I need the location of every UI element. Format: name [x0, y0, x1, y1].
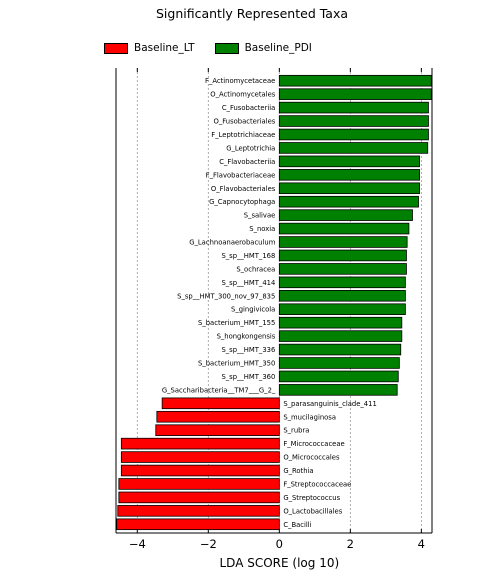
bar-label: F_Flavobacteriaceae [206, 171, 276, 179]
bar-label: G_Capnocytophaga [209, 198, 275, 206]
bar [278, 330, 403, 342]
bar-label: S_bacterium_HMT_155 [198, 319, 275, 327]
bar [120, 437, 280, 450]
bar-label: S_mucilaginosa [283, 413, 336, 421]
bar [278, 155, 420, 168]
bar [155, 424, 280, 436]
x-tick-label: 0 [276, 537, 283, 551]
bar [118, 478, 280, 490]
bar [278, 290, 406, 302]
bar [278, 316, 403, 329]
bar [120, 451, 280, 463]
bar [278, 182, 420, 195]
bar-label: O_Lactobacillales [283, 507, 342, 515]
chart-title: Significantly Represented Taxa [155, 6, 349, 21]
bar [161, 397, 280, 410]
bar-label: F_Actinomycetaceae [205, 77, 275, 85]
bar-label: S_hongkongensis [217, 333, 276, 341]
bar [278, 128, 429, 141]
bar [278, 303, 406, 315]
bar-label: F_Leptotrichiaceae [211, 131, 275, 139]
legend-label-lt: Baseline_LT [134, 42, 195, 54]
bar [278, 357, 400, 369]
bar-label: C_Flavobacteriia [219, 158, 275, 166]
bar-label: G_Saccharibacteria__TM7___G_2_ [162, 386, 276, 394]
bar [278, 384, 398, 396]
bar [278, 88, 432, 100]
legend-item-pdi: Baseline_PDI [214, 42, 312, 54]
bar-label: C_Fusobacteriia [222, 104, 276, 112]
legend-swatch-pdi [214, 42, 239, 54]
bar-label: S_sp__HMT_300_nov_97_835 [177, 292, 275, 300]
bar [278, 222, 410, 235]
bar [278, 101, 429, 114]
x-tick-label: −4 [129, 537, 146, 551]
bar [118, 491, 280, 504]
bar [278, 343, 402, 356]
bar [120, 464, 280, 477]
bar [117, 505, 280, 517]
x-tick-label: −2 [200, 537, 217, 551]
bar [156, 410, 280, 423]
bar-label: S_sp__HMT_168 [221, 252, 275, 260]
bar-label: O_Flavobacteriales [211, 185, 276, 193]
x-tick-label: 4 [418, 537, 425, 551]
bar [116, 518, 280, 531]
bar-label: F_Micrococcaceae [283, 440, 344, 448]
bar-label: G_Leptotrichia [226, 144, 275, 152]
legend-item-lt: Baseline_LT [104, 42, 195, 54]
x-axis-label: LDA SCORE (log 10) [219, 556, 339, 570]
bar [278, 209, 413, 221]
bar-label: S_sp__HMT_336 [221, 346, 275, 354]
x-tick-label: 2 [347, 537, 354, 551]
bar-label: S_salivae [244, 212, 276, 220]
bar [278, 276, 406, 289]
bar [278, 74, 432, 87]
bar-label: S_sp__HMT_414 [221, 279, 275, 287]
bar-label: G_Lachnoanaerobaculum [189, 239, 275, 247]
bar [278, 236, 408, 248]
bar-label: G_Streptococcus [283, 494, 340, 502]
bar-label: C_Bacilli [283, 521, 311, 529]
legend-label-pdi: Baseline_PDI [244, 42, 312, 54]
bar [278, 115, 429, 127]
legend: Baseline_LT Baseline_PDI [104, 40, 332, 56]
bar [278, 263, 407, 275]
bar [278, 249, 407, 262]
bar-label: F_Streptococcaceae [283, 480, 351, 488]
legend-swatch-lt [104, 42, 128, 54]
bar [278, 169, 420, 181]
bar [278, 370, 399, 383]
bar-label: S_sp__HMT_360 [221, 373, 275, 381]
bar-label: S_ochracea [236, 265, 275, 273]
bar [278, 195, 419, 208]
bar-label: G_Rothia [283, 467, 313, 475]
bar-label: S_parasanguinis_clade_411 [283, 400, 376, 408]
bar-label: O_Fusobacteriales [213, 118, 275, 126]
bar-label: S_noxia [249, 225, 275, 233]
bar-label: O_Actinomycetales [210, 91, 275, 99]
bar-label: O_Micrococcales [283, 454, 340, 462]
bar-label: S_rubra [283, 427, 309, 435]
bar-label: S_gingivicola [231, 306, 275, 314]
bar [278, 142, 429, 154]
bar-label: S_bacterium_HMT_350 [198, 359, 275, 367]
